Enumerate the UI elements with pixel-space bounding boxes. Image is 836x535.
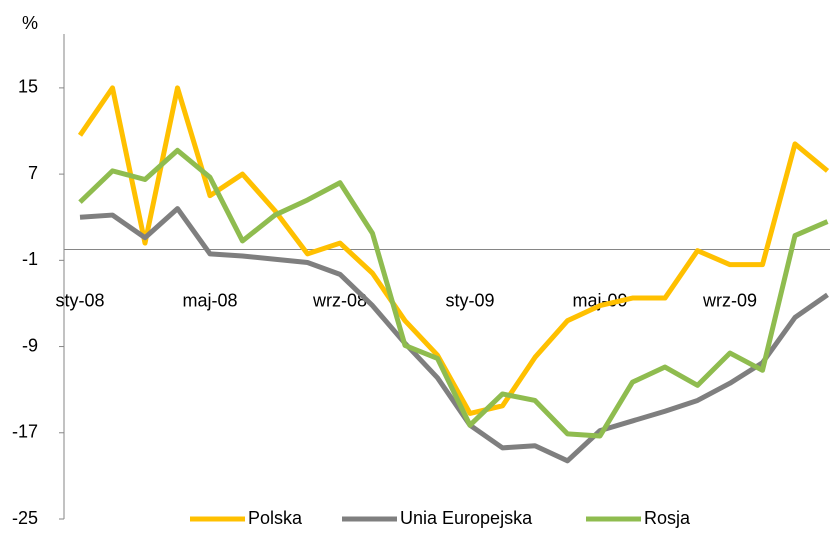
series-line [78, 147, 829, 439]
x-tick-label: maj-08 [182, 290, 237, 310]
legend-label: Rosja [644, 508, 691, 528]
y-tick-label: 7 [28, 163, 38, 183]
x-tick-label: sty-09 [445, 290, 494, 310]
y-tick-label: -9 [22, 335, 38, 355]
x-tick-label: wrz-09 [702, 290, 757, 310]
y-tick-label: 15 [18, 77, 38, 97]
y-tick-label: -1 [22, 249, 38, 269]
x-tick-label: maj-09 [572, 290, 627, 310]
y-tick-label: -17 [12, 422, 38, 442]
legend-label: Unia Europejska [400, 508, 533, 528]
legend-label: Polska [248, 508, 303, 528]
series-line [79, 206, 829, 464]
y-axis-label: % [22, 13, 38, 33]
series-line [77, 85, 830, 416]
y-tick-label: -25 [12, 508, 38, 528]
x-tick-label: sty-08 [55, 290, 104, 310]
x-tick-label: wrz-08 [312, 290, 367, 310]
